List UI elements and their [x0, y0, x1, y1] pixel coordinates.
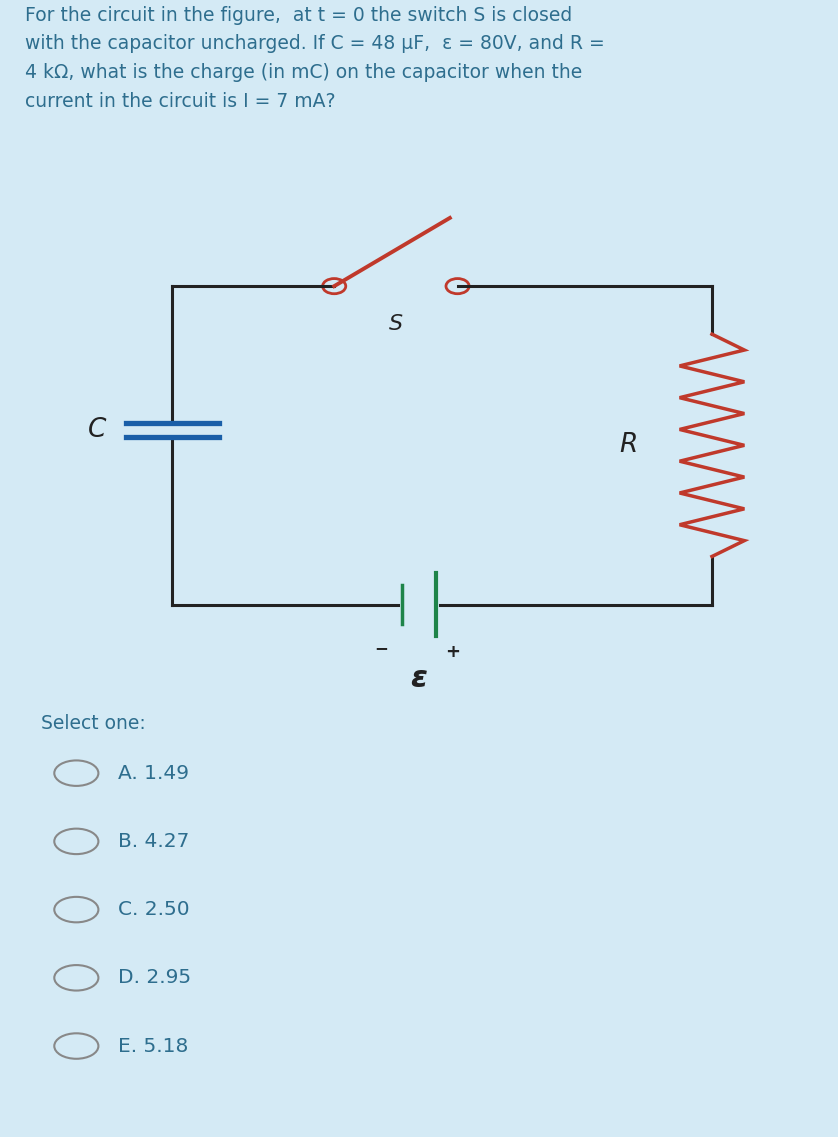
Text: C: C [88, 417, 106, 443]
Text: D. 2.95: D. 2.95 [118, 969, 191, 987]
Text: B. 4.27: B. 4.27 [118, 832, 189, 850]
Text: C. 2.50: C. 2.50 [118, 901, 189, 919]
Text: −: − [375, 639, 388, 657]
Text: For the circuit in the figure,  at t = 0 the switch S is closed
with the capacit: For the circuit in the figure, at t = 0 … [25, 6, 605, 111]
Text: +: + [445, 644, 460, 662]
Text: E. 5.18: E. 5.18 [118, 1037, 189, 1055]
Text: S: S [389, 314, 403, 334]
Text: ε: ε [411, 664, 427, 692]
Text: R: R [618, 432, 637, 458]
Text: Select one:: Select one: [41, 714, 146, 733]
Text: A. 1.49: A. 1.49 [118, 764, 189, 782]
